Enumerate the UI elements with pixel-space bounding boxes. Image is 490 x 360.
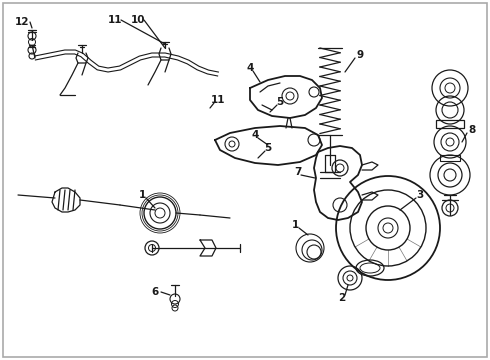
Text: 6: 6 [151, 287, 159, 297]
Text: 9: 9 [356, 50, 364, 60]
Text: 5: 5 [276, 97, 284, 107]
Text: 12: 12 [15, 17, 29, 27]
Text: 11: 11 [211, 95, 225, 105]
Text: 3: 3 [416, 190, 424, 200]
Text: 4: 4 [246, 63, 254, 73]
Text: 4: 4 [251, 130, 259, 140]
Text: 8: 8 [468, 125, 476, 135]
Bar [436, 120, 464, 128]
Text: 1: 1 [292, 220, 298, 230]
Text: 5: 5 [265, 143, 271, 153]
Text: 2: 2 [339, 293, 345, 303]
Text: 1: 1 [138, 190, 146, 200]
Text: 11: 11 [108, 15, 122, 25]
Text: 10: 10 [131, 15, 145, 25]
Bar [440, 155, 460, 161]
Text: 7: 7 [294, 167, 302, 177]
